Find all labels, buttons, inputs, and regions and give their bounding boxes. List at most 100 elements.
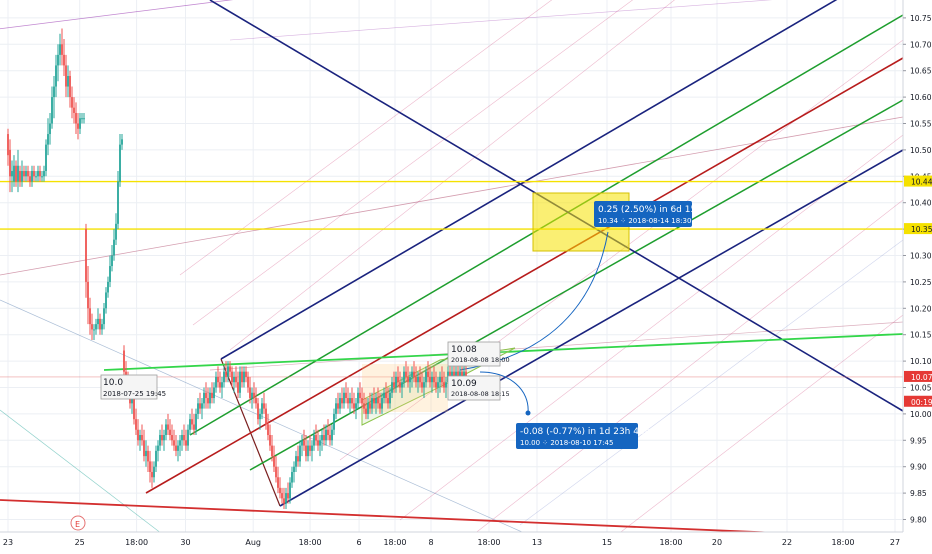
candle-body: [53, 86, 55, 98]
x-tick-label: 18:00: [831, 538, 854, 547]
candle-body: [307, 445, 309, 457]
candle-body: [359, 392, 361, 399]
x-tick-label: 15: [602, 538, 612, 547]
candle-body: [145, 450, 147, 457]
candle-body: [255, 398, 257, 404]
candle-body: [287, 493, 289, 499]
candle-body: [29, 176, 31, 182]
candle-body: [233, 376, 235, 383]
candle-body: [381, 398, 383, 409]
candle-body: [41, 176, 43, 178]
candle-body: [165, 424, 167, 436]
candle-body: [391, 382, 393, 393]
candle-body: [301, 440, 303, 446]
candle-body: [217, 376, 219, 383]
candle-body: [379, 403, 381, 409]
fan-line-thin: [519, 239, 904, 526]
point-b-datetime: 2018-08-08 18:15: [451, 390, 510, 398]
candle-body: [21, 171, 23, 182]
candle-body: [409, 376, 411, 383]
point-a-datetime: 2018-08-08 18:00: [451, 356, 510, 364]
candle-body: [421, 382, 423, 388]
candle-body: [415, 376, 417, 383]
fan-line-thin: [229, 0, 773, 41]
candle-body: [373, 398, 375, 404]
candle-body: [321, 435, 323, 441]
candle-body: [271, 445, 273, 457]
candle-body: [453, 371, 455, 377]
candle-body: [169, 429, 171, 436]
candle-body: [9, 149, 11, 177]
fan-line-thin: [229, 0, 675, 351]
point-b-box: [447, 375, 501, 401]
candle-body: [35, 176, 37, 178]
candle-body: [303, 440, 305, 446]
x-tick-label: 20: [712, 538, 722, 547]
y-tick-label: 10.20: [910, 304, 932, 313]
candle-body: [19, 171, 21, 182]
projection-arc-down: [479, 371, 529, 414]
candle-body: [191, 419, 193, 425]
candle-body: [43, 171, 45, 177]
y-tick-label: 9.95: [910, 436, 927, 445]
candle-body: [247, 376, 249, 388]
candle-body: [57, 54, 59, 66]
candle-body: [443, 382, 445, 388]
candle-body: [45, 144, 47, 172]
fan-line-thin: [459, 199, 904, 546]
candle-body: [317, 440, 319, 446]
projection-up-change: 0.25 (2.50%) in 6d 15m: [598, 205, 705, 215]
low-callout-datetime: 2018-07-25 19:45: [103, 390, 166, 398]
candle-body: [387, 398, 389, 404]
candle-body: [461, 371, 463, 377]
candle-body: [331, 429, 333, 441]
candle-body: [457, 371, 459, 377]
candle-body: [413, 371, 415, 377]
candle-body: [273, 456, 275, 467]
candle-body: [257, 403, 259, 420]
candle-body: [459, 371, 461, 377]
candle-body: [339, 398, 341, 409]
candle-body: [155, 450, 157, 467]
candle-body: [385, 392, 387, 399]
y-tick-label: 10.55: [910, 120, 932, 129]
candle-body: [455, 371, 457, 377]
candle-body: [319, 440, 321, 446]
candle-body: [31, 171, 33, 182]
candle-body: [63, 54, 65, 66]
event-marker-icon: [70, 515, 86, 531]
projection-down-change: -0.08 (-0.77%) in 1d 23h 45m: [520, 427, 653, 437]
time-axis-bg: [0, 532, 932, 550]
candle-body: [197, 403, 199, 414]
candle-body: [393, 382, 395, 388]
projection-point-down: [525, 410, 531, 416]
candle-body: [437, 382, 439, 388]
x-tick-label: 22: [782, 538, 792, 547]
candle-body: [213, 387, 215, 399]
candle-body: [157, 445, 159, 451]
price-label-text: 10.07: [911, 373, 932, 382]
candle-body: [93, 329, 95, 331]
x-tick-label: 13: [532, 538, 542, 547]
price-axis-bg: [903, 0, 932, 550]
candle-body: [435, 382, 437, 388]
candle-body: [327, 429, 329, 436]
x-tick-label: 18:00: [477, 538, 500, 547]
candle-body: [119, 144, 121, 182]
candle-body: [357, 392, 359, 404]
candle-body: [69, 75, 71, 98]
candle-body: [99, 318, 101, 330]
candle-body: [193, 424, 195, 430]
x-tick-label: 8: [428, 538, 433, 547]
candle-body: [341, 398, 343, 404]
candle-body: [441, 376, 443, 383]
y-tick-label: 10.65: [910, 67, 932, 76]
candle-body: [183, 435, 185, 441]
candle-body: [89, 308, 91, 325]
candle-body: [39, 171, 41, 177]
candle-body: [209, 392, 211, 404]
